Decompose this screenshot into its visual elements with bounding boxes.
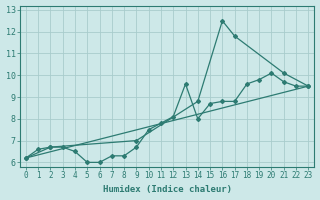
X-axis label: Humidex (Indice chaleur): Humidex (Indice chaleur) [103, 185, 232, 194]
